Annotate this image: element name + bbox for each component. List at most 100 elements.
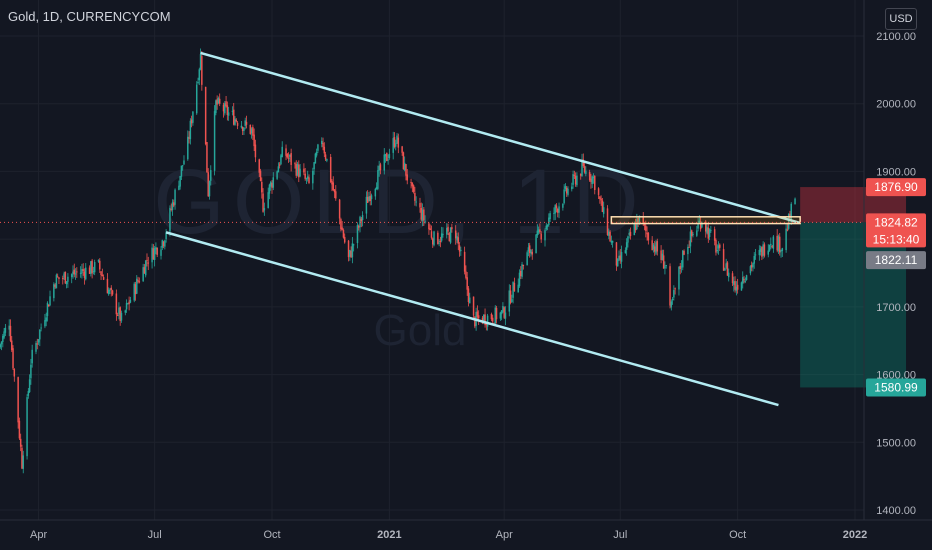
channel-upper-trendline[interactable] [200, 51, 801, 225]
candle-body [84, 267, 87, 280]
candle-body [753, 255, 755, 264]
candle-body [136, 278, 138, 294]
candle-body [725, 263, 727, 268]
candle-body [557, 208, 559, 213]
candle-body [402, 152, 405, 170]
candle-body [457, 237, 460, 244]
candle-body [58, 277, 60, 279]
candle-body [656, 241, 659, 252]
candle-body [717, 245, 720, 249]
time-axis[interactable]: Apr Jul Oct 2021 Apr Jul Oct 2022 [0, 519, 932, 541]
candle-body [199, 54, 202, 70]
candle-body [777, 236, 780, 252]
candle-body [326, 158, 328, 161]
candle-body [386, 153, 388, 162]
chart-title: Gold, 1D, CURRENCYCOM [8, 9, 171, 24]
time-tick-label: Apr [496, 529, 513, 541]
candle-body [295, 164, 297, 176]
candle-body [671, 299, 674, 301]
candle-body [696, 230, 698, 236]
candle-body [674, 288, 676, 290]
candle-body [388, 153, 391, 158]
candle-body [201, 56, 203, 85]
candle-body [365, 196, 368, 214]
candle-body [303, 168, 305, 173]
candle-body [592, 176, 595, 179]
drawings[interactable] [165, 51, 801, 407]
candle-body [19, 438, 22, 447]
candle-body [513, 282, 516, 292]
candle-body [40, 327, 42, 329]
resistance-zone-rect[interactable] [610, 216, 801, 225]
candle-body [161, 240, 164, 248]
candle-body [633, 223, 636, 236]
candle-body [690, 230, 693, 237]
candle-body [120, 312, 123, 321]
candle-body [549, 213, 551, 220]
candle-body [574, 175, 577, 185]
candle-body [146, 259, 148, 261]
candle-body [178, 185, 180, 190]
candlestick-series [0, 48, 796, 474]
candle-body [517, 284, 519, 293]
candle-body [771, 245, 773, 248]
candle-body [369, 196, 371, 202]
grid-lines [0, 0, 864, 520]
candle-body [660, 250, 662, 260]
candle-body [780, 250, 782, 252]
candle-body [285, 148, 287, 156]
candle-body [397, 137, 400, 148]
candle-body [119, 307, 121, 322]
candle-body [731, 273, 734, 284]
candle-body [48, 304, 50, 307]
candle-body [664, 266, 666, 269]
candle-body [763, 244, 766, 256]
time-tick-label: Apr [30, 529, 47, 541]
candle-body [643, 224, 646, 226]
candle-body [133, 283, 135, 301]
price-tick-label: 2100.00 [876, 31, 916, 43]
candle-body [699, 221, 702, 230]
candle-body [627, 236, 629, 243]
candle-body [544, 230, 546, 241]
channel-lower-trendline[interactable] [165, 231, 779, 407]
candle-body [26, 397, 28, 457]
candle-body [304, 173, 306, 179]
candle-body [4, 327, 7, 333]
candle-body [241, 127, 244, 132]
candle-body [374, 188, 377, 197]
candle-body [573, 174, 576, 176]
candle-body [244, 120, 246, 126]
candle-body [375, 187, 378, 190]
candle-body [129, 299, 132, 303]
candle-body [733, 281, 735, 285]
take-profit-zone[interactable] [800, 222, 907, 388]
candle-body [289, 154, 291, 157]
candle-body [36, 343, 39, 345]
candle-body [724, 268, 726, 271]
candle-body [296, 163, 299, 176]
candle-body [368, 196, 370, 202]
candle-body [82, 269, 84, 271]
candle-body [155, 246, 157, 250]
candle-body [609, 231, 611, 242]
candle-body [73, 269, 76, 275]
candle-body [745, 275, 748, 280]
candle-body [433, 231, 435, 246]
candle-body [263, 208, 266, 211]
candle-body [31, 349, 33, 364]
candle-body [588, 172, 591, 181]
candle-body [562, 203, 564, 208]
candle-body [419, 203, 421, 208]
candle-body [378, 165, 380, 171]
candle-body [351, 243, 354, 258]
candle-body [67, 276, 69, 282]
candle-body [446, 227, 448, 235]
candle-body [710, 230, 712, 232]
candle-body [786, 229, 789, 231]
currency-button[interactable]: USD [885, 8, 917, 30]
candle-body [750, 264, 753, 268]
candle-body [437, 232, 439, 245]
candle-body [465, 271, 467, 278]
